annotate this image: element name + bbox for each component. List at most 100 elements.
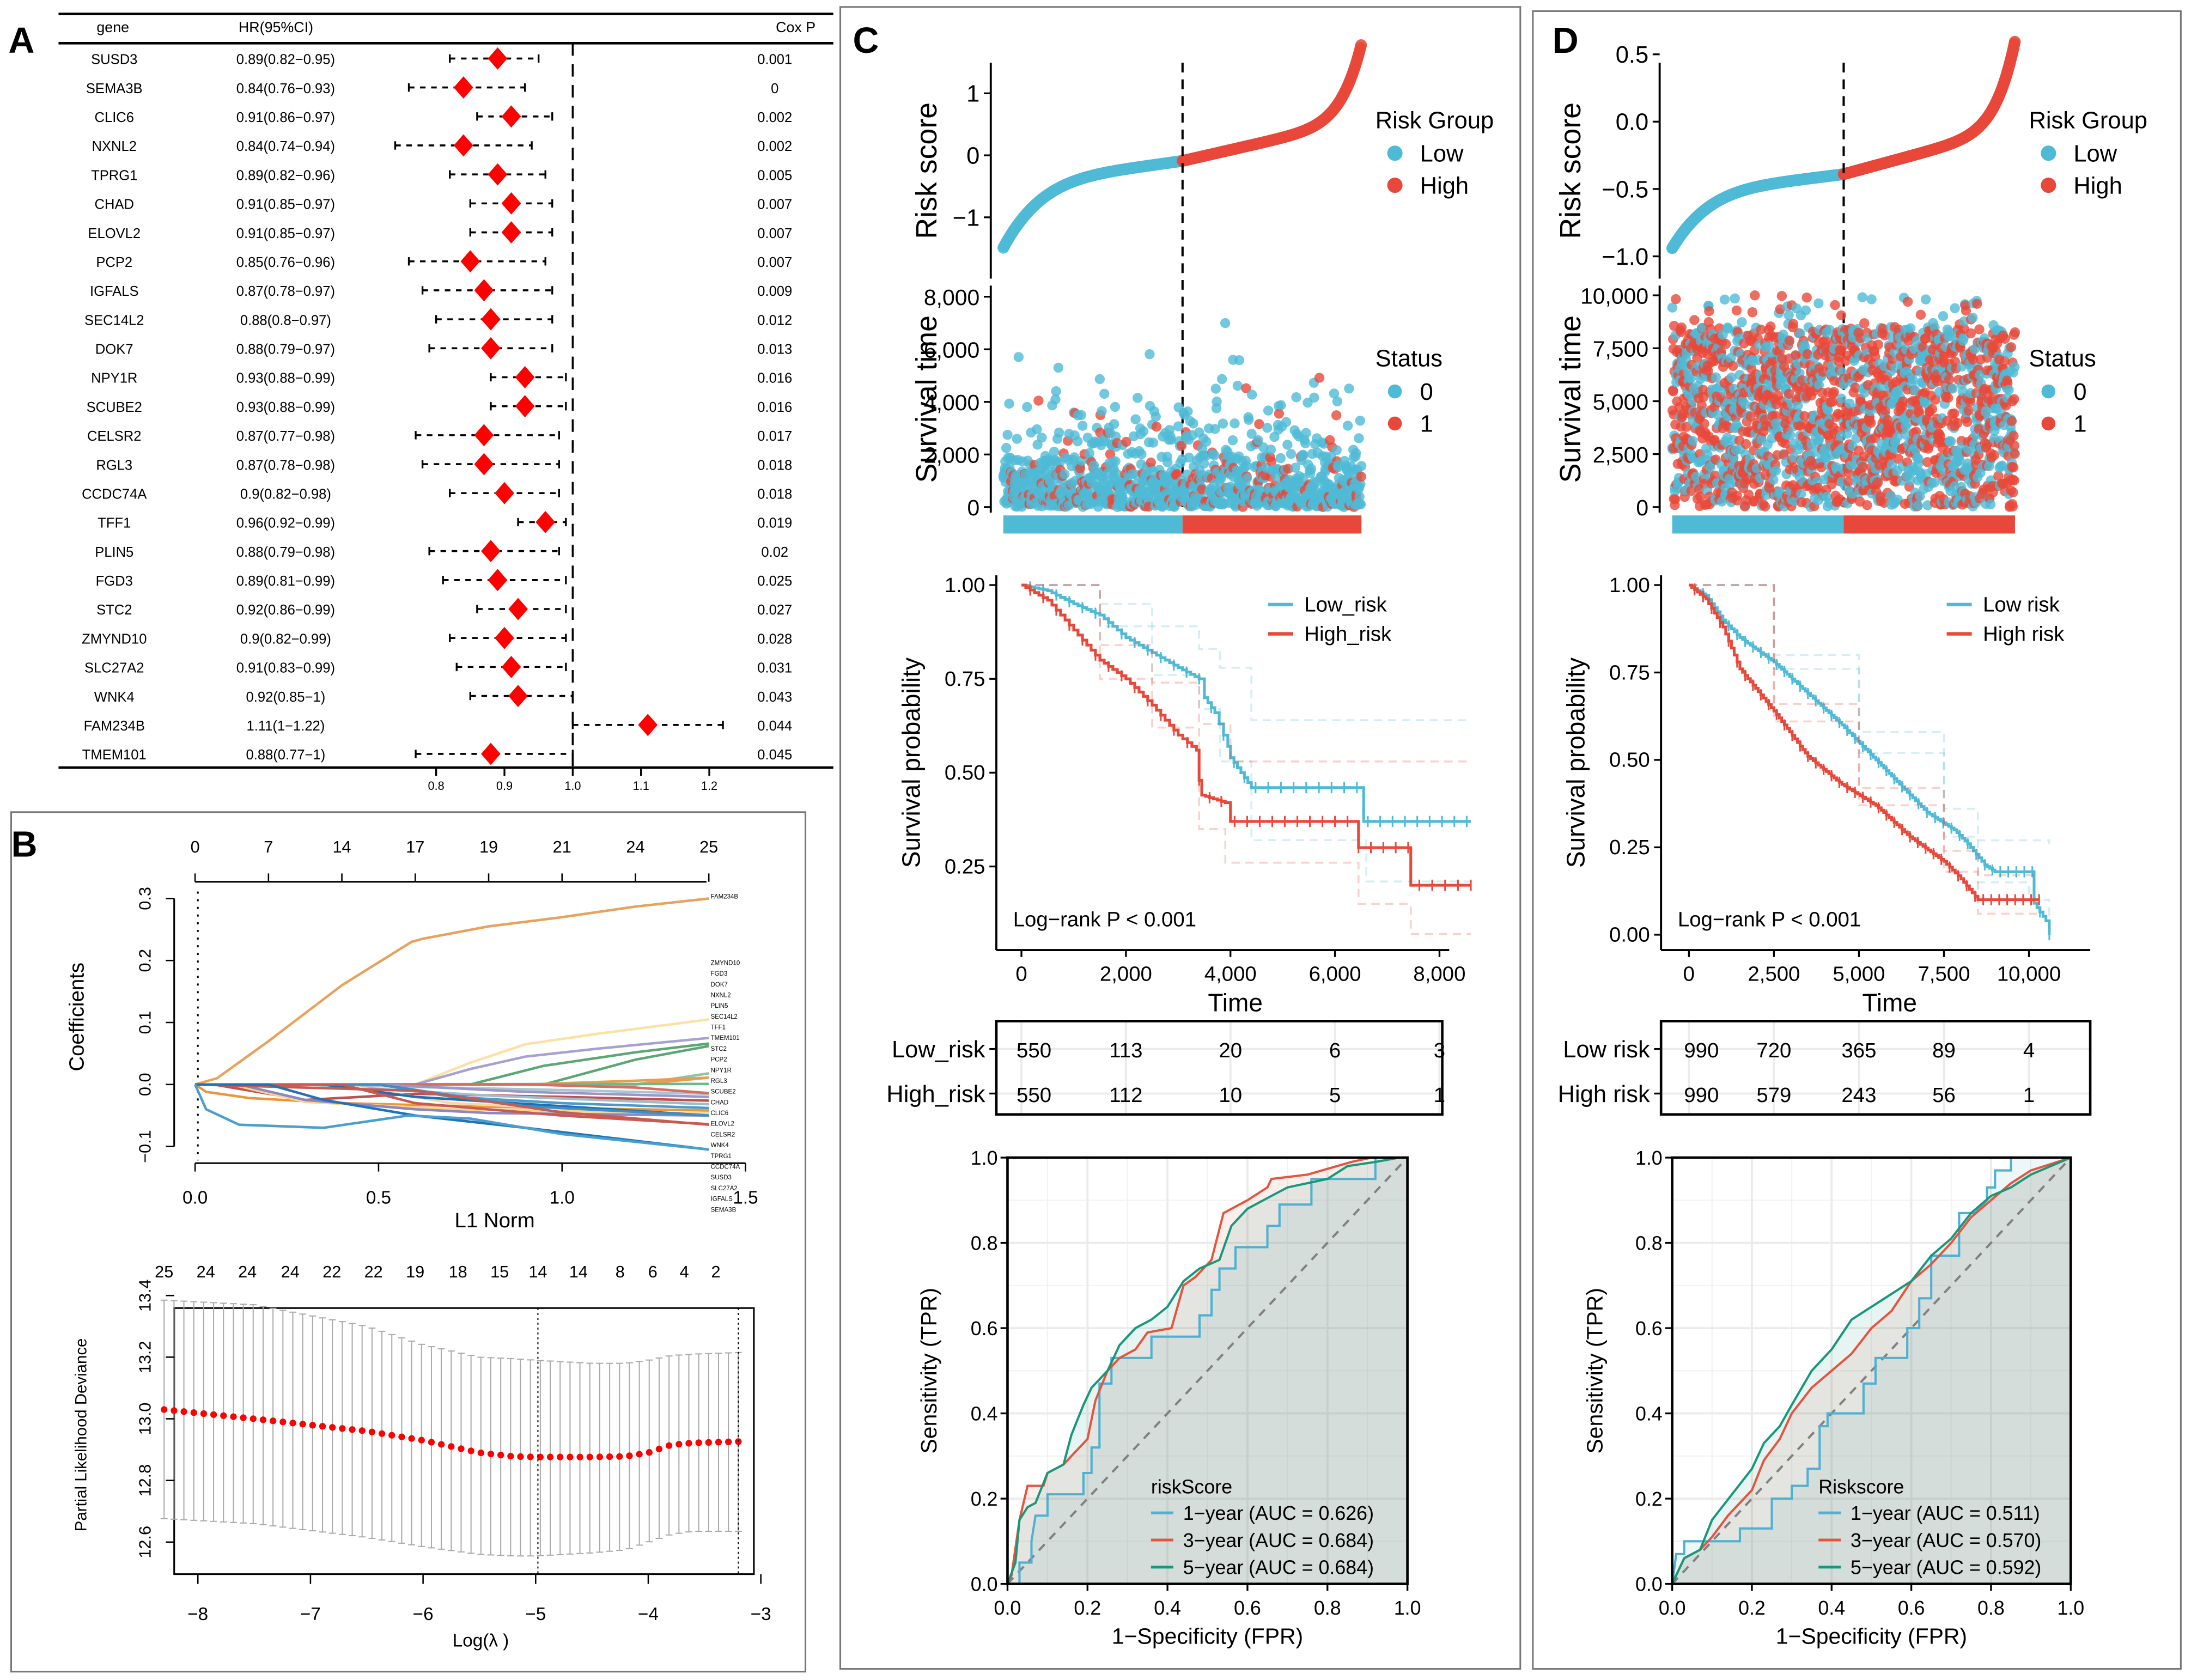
surv-time-point	[1331, 445, 1342, 455]
cv-point	[458, 1445, 465, 1452]
roc-y-tick-label: 0.0	[971, 1573, 998, 1595]
surv-time-point	[1111, 468, 1122, 479]
forest-gene-label: STC2	[96, 602, 132, 618]
surv-time-point	[1148, 437, 1159, 448]
roc-x-tick-label: 0.2	[1074, 1597, 1101, 1619]
risk-legend-label: High	[2073, 173, 2122, 199]
surv-time-point	[1199, 458, 1209, 469]
surv-time-point	[1862, 500, 1872, 510]
surv-time-point	[1902, 296, 1913, 307]
cv-y-tick-label: 13.4	[135, 1279, 154, 1312]
surv-time-point	[1314, 373, 1325, 383]
forest-row: PLIN5 0.88(0.79−0.98) 0.02	[95, 540, 788, 563]
cv-point	[557, 1453, 564, 1460]
lasso-y-tick-label: 0.2	[135, 949, 154, 972]
lasso-gene-label: IGFALS	[711, 1196, 733, 1203]
surv-time-point	[1687, 435, 1698, 446]
panel-label-d: D	[1553, 21, 1579, 61]
forest-hr-marker	[515, 366, 535, 388]
forest-gene-label: TMEM101	[82, 747, 147, 763]
cv-point	[249, 1415, 257, 1422]
forest-gene-label: PLIN5	[95, 545, 133, 560]
surv-time-point	[1329, 388, 1340, 399]
lasso-top-tick-label: 7	[264, 837, 273, 856]
surv-time-point	[1254, 419, 1264, 429]
cv-point	[507, 1452, 514, 1460]
km-ci-lower	[1021, 584, 1471, 882]
risk-table-count: 550	[1017, 1039, 1051, 1062]
surv-time-point	[1747, 307, 1758, 318]
status-legend-marker	[1387, 416, 1402, 431]
cv-point	[695, 1439, 702, 1446]
cv-point	[299, 1421, 306, 1428]
forest-row: CHAD 0.91(0.85−0.97) 0.007	[95, 192, 792, 215]
forest-hr-marker	[501, 105, 521, 128]
surv-y-axis-label: Survival time	[1554, 315, 1587, 483]
cv-top-tick-label: 22	[322, 1262, 341, 1281]
risk-legend-marker	[1387, 178, 1403, 193]
cv-top-tick-label: 22	[364, 1262, 383, 1281]
cv-point	[388, 1432, 395, 1439]
lasso-y-tick-label: −0.1	[135, 1130, 154, 1163]
surv-time-point	[1227, 435, 1238, 446]
forest-row: CLIC6 0.91(0.86−0.97) 0.002	[95, 105, 792, 128]
lasso-path-dok7	[195, 1042, 709, 1086]
cv-point	[715, 1439, 722, 1446]
lasso-gene-label: STC2	[711, 1046, 727, 1052]
surv-time-point	[1866, 294, 1877, 305]
surv-time-point	[1766, 321, 1776, 332]
forest-gene-label: CHAD	[95, 197, 134, 212]
lasso-top-tick-label: 17	[406, 837, 424, 856]
forest-p-value: 0.025	[757, 574, 792, 589]
forest-col-p: Cox P	[776, 19, 815, 35]
forest-gene-label: RGL3	[96, 458, 132, 473]
cv-top-tick-label: 25	[155, 1262, 173, 1281]
roc-y-axis-label: Sensitivity (TPR)	[916, 1288, 941, 1454]
risk-y-tick-label: 1	[966, 81, 979, 107]
surv-time-point	[1356, 461, 1367, 471]
forest-gene-label: CCDC74A	[82, 486, 147, 502]
risk-y-tick-label: 0.5	[1616, 42, 1648, 68]
lasso-gene-label: TMEM101	[711, 1035, 740, 1042]
km-curve-0	[1021, 583, 1471, 823]
surv-time-point	[1857, 462, 1868, 472]
cv-plot-frame	[173, 1307, 755, 1575]
cv-point	[477, 1449, 484, 1457]
cv-point	[398, 1433, 405, 1440]
surv-time-point	[1109, 419, 1119, 429]
surv-time-point	[1230, 418, 1240, 429]
cv-point	[665, 1442, 673, 1449]
km-y-tick-label: 1.00	[945, 574, 985, 597]
forest-row: SEMA3B 0.84(0.76−0.93) 0	[86, 76, 778, 99]
roc-legend-label: 3−year (AUC = 0.684)	[1183, 1530, 1374, 1551]
lasso-gene-label: PCP2	[711, 1057, 727, 1063]
surv-time-point	[1105, 449, 1116, 459]
risk-y-tick-label: −0.5	[1602, 176, 1648, 203]
surv-time-point	[1053, 362, 1064, 373]
surv-time-point	[1188, 418, 1198, 429]
surv-y-tick-label: 7,500	[1593, 337, 1648, 362]
surv-time-point	[1306, 464, 1317, 474]
forest-hr-text: 0.92(0.85−1)	[246, 690, 326, 705]
lasso-top-tick-label: 19	[479, 837, 498, 856]
status-legend-title: Status	[1375, 346, 1443, 372]
risk-table-count: 20	[1219, 1039, 1242, 1062]
forest-x-tick-label: 0.8	[428, 779, 445, 793]
forest-hr-text: 0.96(0.92−0.99)	[236, 516, 335, 531]
forest-p-value: 0.043	[757, 690, 792, 705]
cv-point	[448, 1443, 455, 1450]
forest-hr-text: 0.88(0.79−0.97)	[236, 342, 335, 357]
risk-table-row-label: High_risk	[886, 1081, 985, 1107]
surv-time-point	[1711, 372, 1721, 382]
surv-time-point	[1210, 384, 1221, 394]
cv-point	[270, 1417, 277, 1425]
surv-time-point	[1001, 443, 1012, 453]
roc-y-tick-label: 0.6	[971, 1318, 998, 1340]
surv-time-point	[1768, 474, 1779, 485]
surv-time-point	[1286, 449, 1297, 459]
surv-time-point	[1075, 463, 1086, 473]
lasso-top-tick-label: 24	[626, 837, 644, 856]
cv-point	[368, 1428, 376, 1435]
cv-point	[567, 1453, 574, 1460]
